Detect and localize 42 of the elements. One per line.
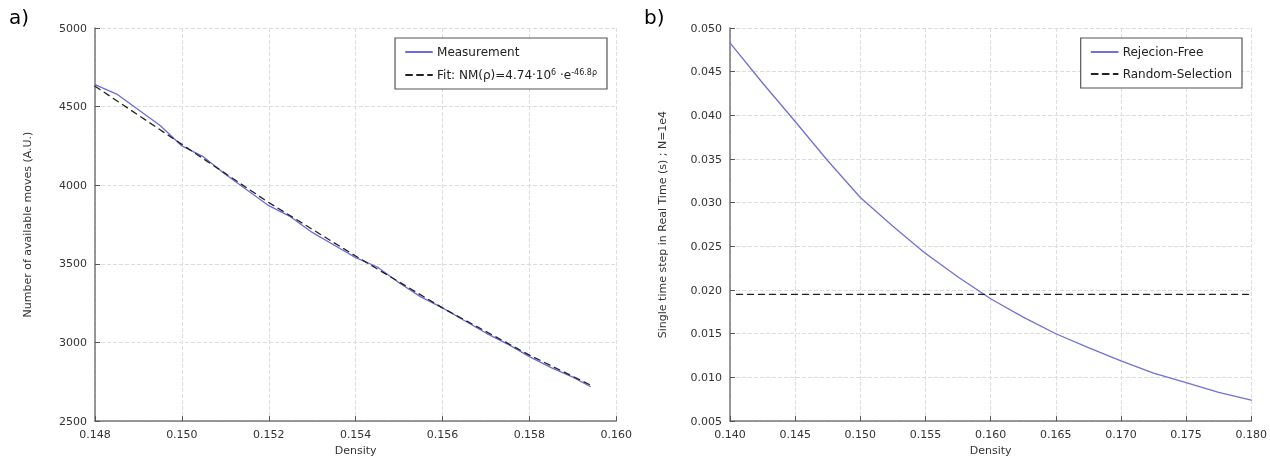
x-tick-label: 0.180 bbox=[1235, 428, 1267, 442]
y-tick-label: 0.025 bbox=[690, 239, 722, 253]
x-tick-label: 0.160 bbox=[974, 428, 1007, 442]
y-tick-label: 0.030 bbox=[690, 196, 722, 210]
y-axis-title: Number of available moves (A.U.) bbox=[21, 131, 34, 318]
x-tick-label: 0.158 bbox=[513, 428, 546, 442]
y-tick-label: 2500 bbox=[59, 414, 87, 428]
x-axis-title: Density bbox=[969, 444, 1013, 457]
y-tick-label: 0.050 bbox=[690, 21, 722, 35]
x-tick-label: 0.154 bbox=[339, 428, 372, 442]
y-tick-label: 5000 bbox=[59, 21, 87, 35]
legend-label: Measurement bbox=[437, 45, 520, 59]
y-tick-label: 0.015 bbox=[690, 327, 722, 341]
y-axis-title: Single time step in Real Time (s) ; N=1e4 bbox=[656, 110, 669, 339]
x-tick-label: 0.140 bbox=[714, 428, 746, 442]
y-tick-label: 3500 bbox=[59, 257, 87, 271]
x-tick-label: 0.150 bbox=[166, 428, 198, 442]
x-tick-label: 0.145 bbox=[779, 428, 811, 442]
x-tick-label: 0.155 bbox=[909, 428, 942, 442]
x-tick-label: 0.148 bbox=[79, 428, 111, 442]
x-tick-label: 0.175 bbox=[1170, 428, 1202, 442]
y-tick-label: 0.040 bbox=[690, 108, 722, 122]
line-series bbox=[729, 42, 1252, 401]
y-tick-label: 0.020 bbox=[690, 283, 722, 297]
y-tick-label: 0.005 bbox=[690, 414, 722, 428]
legend-label: Rejecion-Free bbox=[1122, 45, 1204, 59]
y-tick-label: 3000 bbox=[59, 335, 87, 349]
legend-label: Random-Selection bbox=[1122, 67, 1232, 81]
x-tick-label: 0.170 bbox=[1105, 428, 1137, 442]
x-tick-label: 0.165 bbox=[1040, 428, 1072, 442]
x-tick-label: 0.160 bbox=[600, 428, 632, 442]
y-tick-label: 4500 bbox=[59, 100, 87, 114]
y-tick-label: 0.045 bbox=[690, 65, 722, 79]
y-tick-label: 0.035 bbox=[690, 152, 722, 166]
y-tick-label: 4000 bbox=[59, 178, 87, 192]
x-axis-title: Density bbox=[334, 444, 378, 457]
x-tick-label: 0.150 bbox=[844, 428, 877, 442]
chart-title: a) bbox=[9, 5, 30, 29]
x-tick-label: 0.152 bbox=[253, 428, 285, 442]
chart-title: b) bbox=[644, 5, 665, 29]
x-tick-label: 0.156 bbox=[426, 428, 459, 442]
y-tick-label: 0.010 bbox=[690, 370, 722, 384]
